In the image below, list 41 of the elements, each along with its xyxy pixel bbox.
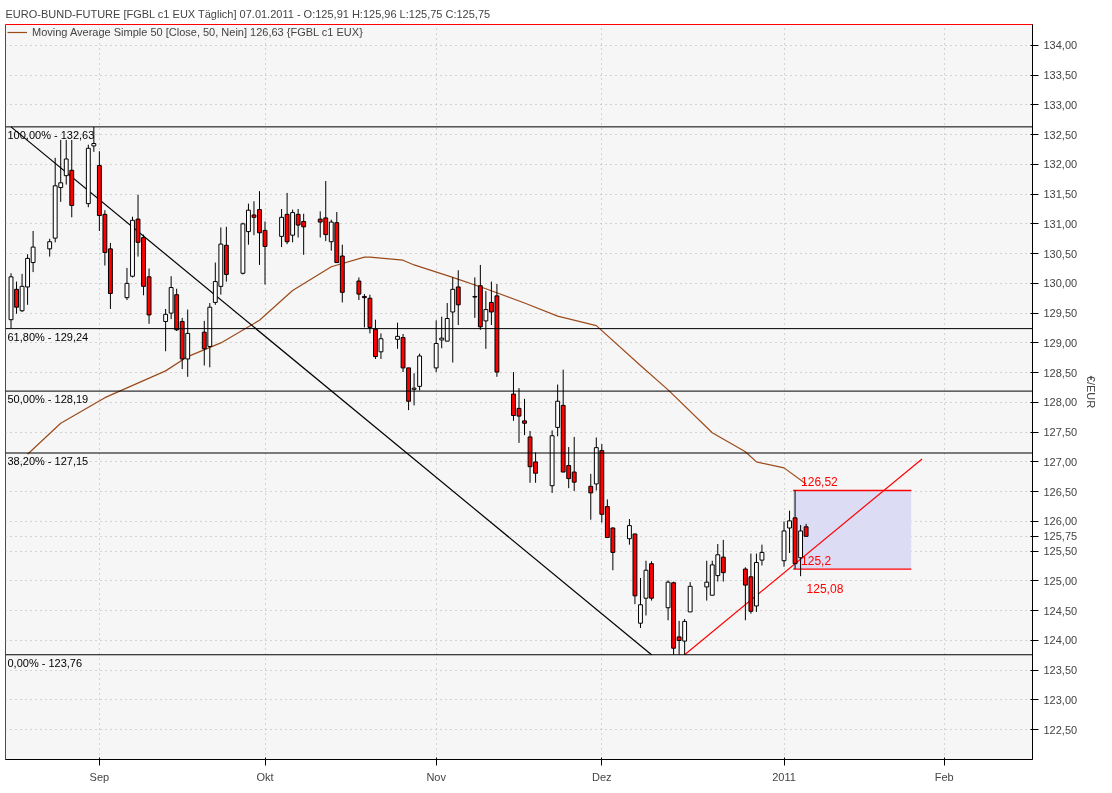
y-tick-label: 127,00 [1043, 455, 1078, 468]
annotation: 38,20% - 127,15 [7, 455, 89, 467]
y-tick-label: 130,50 [1043, 247, 1078, 260]
y-axis-title: €/EUR [1085, 375, 1098, 409]
annotation: 50,00% - 128,19 [7, 393, 89, 406]
y-tick-label: 126,50 [1043, 485, 1078, 498]
y-tick-label: 125,50 [1043, 545, 1078, 558]
x-tick-label: Feb [934, 770, 954, 783]
y-tick-label: 123,00 [1043, 693, 1078, 706]
y-tick-label: 132,50 [1043, 128, 1078, 141]
y-tick-label: 123,50 [1043, 664, 1078, 677]
annotation: 126,52 [801, 475, 839, 490]
annotation: 125,08 [806, 582, 844, 597]
y-tick-label: 131,00 [1043, 217, 1078, 230]
y-tick-label: 131,50 [1043, 188, 1078, 201]
annotation: 61,80% - 129,24 [7, 330, 89, 343]
legend-label: Moving Average Simple 50 [Close, 50, Nein] 126,63 {FGBL c1 EUX} [32, 26, 363, 38]
x-tick-label: Sep [89, 770, 110, 783]
y-tick-label: 129,50 [1043, 307, 1078, 320]
y-tick-label: 125,00 [1043, 574, 1078, 587]
x-tick-label: 2011 [772, 770, 796, 783]
y-tick-label: 126,00 [1043, 515, 1078, 528]
chart-title: EURO-BUND-FUTURE [FGBL c1 EUX Täglich] 07.01.2011 - O:125,91 H:125,96 L:125,75 C:125,75 [5, 7, 491, 20]
x-tick-label: Okt [256, 770, 274, 783]
y-tick-label: 134,00 [1043, 39, 1078, 52]
y-tick-label: 127,50 [1043, 426, 1078, 439]
x-tick-label: Nov [426, 770, 447, 783]
x-tick-label: Dez [592, 770, 612, 783]
y-tick-label: 133,00 [1043, 98, 1078, 111]
y-tick-label: 130,00 [1043, 277, 1078, 290]
annotation: 125,2 [801, 554, 832, 569]
y-tick-label: 128,50 [1043, 366, 1078, 379]
y-tick-label: 132,00 [1043, 158, 1078, 171]
y-tick-label: 129,00 [1043, 336, 1078, 349]
y-tick-label: 133,50 [1043, 69, 1078, 82]
y-tick-label: 122,50 [1043, 723, 1078, 736]
y-tick-label: 128,00 [1043, 396, 1078, 409]
annotation: 0,00% - 123,76 [7, 656, 83, 669]
y-tick-label: 124,00 [1043, 634, 1078, 647]
y-tick-label: 125,75 [1043, 530, 1078, 543]
y-tick-label: 124,50 [1043, 604, 1078, 617]
